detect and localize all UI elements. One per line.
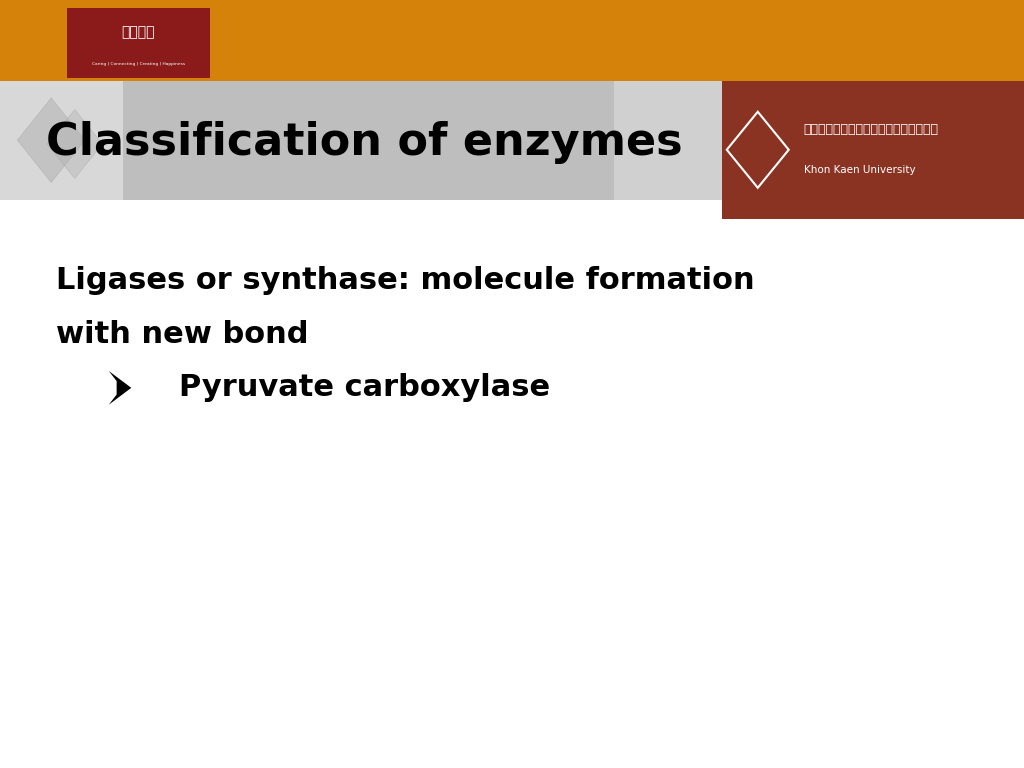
Polygon shape (47, 109, 102, 179)
Text: 囧回囧回: 囧回囧回 (122, 25, 155, 39)
Bar (0, 81, 123, 200)
Text: Khon Kaen University: Khon Kaen University (804, 165, 915, 176)
Bar (67, 8, 210, 78)
Bar (0, 0, 1024, 81)
Bar (614, 81, 737, 200)
Text: Pyruvate carboxylase: Pyruvate carboxylase (179, 373, 550, 402)
Text: Caring | Connecting | Creating | Happiness: Caring | Connecting | Creating | Happine… (92, 62, 184, 66)
Text: with new bond: with new bond (56, 319, 309, 349)
Bar (722, 81, 1024, 219)
Text: มหาวิทยาลัยขอนแก่น: มหาวิทยาลัยขอนแก่น (804, 123, 939, 135)
Text: Ligases or synthase: molecule formation: Ligases or synthase: molecule formation (56, 266, 755, 295)
Text: Classification of enzymes: Classification of enzymes (46, 121, 683, 164)
Polygon shape (17, 98, 85, 183)
Polygon shape (109, 371, 131, 405)
Bar (0, 81, 737, 200)
